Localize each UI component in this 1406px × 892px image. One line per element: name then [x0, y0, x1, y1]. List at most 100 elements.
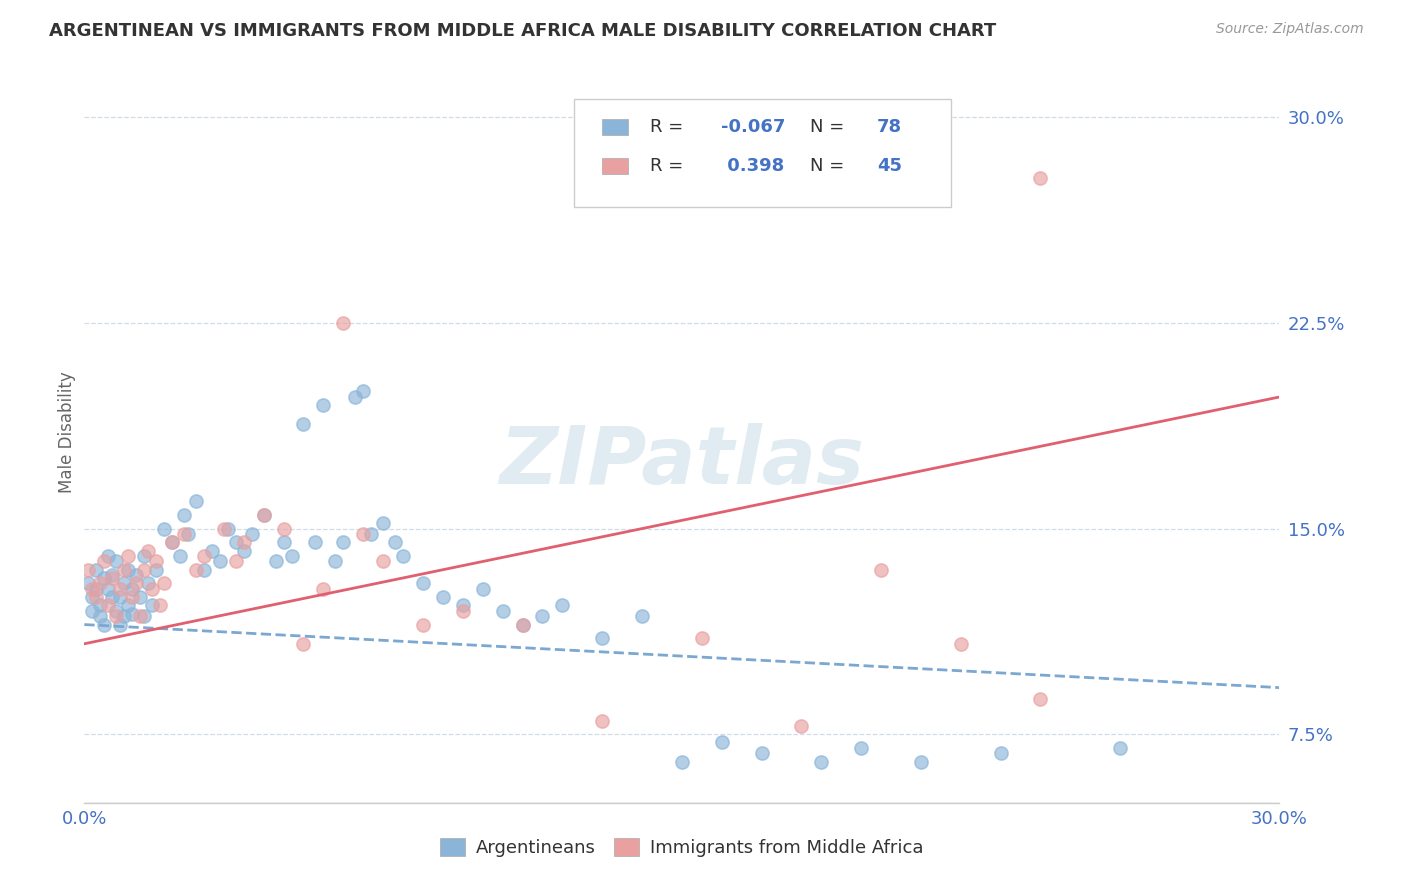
Point	[110, 590, 132, 604]
Point	[93, 571, 115, 585]
Point	[101, 568, 124, 582]
Point	[451, 604, 474, 618]
Point	[531, 609, 554, 624]
Point	[671, 755, 693, 769]
Point	[97, 599, 120, 613]
Point	[177, 527, 200, 541]
Point	[173, 527, 195, 541]
Point	[949, 637, 972, 651]
Point	[82, 582, 104, 596]
Point	[212, 522, 235, 536]
Point	[451, 599, 474, 613]
Point	[193, 563, 215, 577]
Point	[121, 607, 143, 621]
Point	[332, 316, 354, 330]
Point	[312, 582, 335, 596]
Text: 0.398: 0.398	[721, 157, 785, 175]
Point	[184, 563, 207, 577]
Point	[264, 554, 287, 568]
Point	[851, 741, 873, 756]
Text: -0.067: -0.067	[721, 118, 786, 136]
Point	[132, 549, 156, 563]
FancyBboxPatch shape	[575, 99, 950, 207]
Point	[292, 637, 315, 651]
Point	[184, 494, 207, 508]
Point	[77, 576, 100, 591]
Point	[352, 527, 374, 541]
Point	[280, 549, 302, 563]
Point	[89, 576, 111, 591]
Point	[86, 582, 108, 596]
Point	[412, 576, 434, 591]
Point	[112, 563, 135, 577]
Point	[273, 522, 295, 536]
Point	[1109, 741, 1132, 756]
Point	[93, 554, 115, 568]
Point	[751, 747, 773, 761]
Point	[173, 508, 195, 522]
Point	[82, 590, 104, 604]
Text: ZIPatlas: ZIPatlas	[499, 423, 865, 501]
Point	[1029, 170, 1052, 185]
Point	[160, 535, 183, 549]
Text: N =: N =	[810, 157, 849, 175]
Point	[373, 554, 395, 568]
Point	[810, 755, 832, 769]
Point	[325, 554, 347, 568]
Text: N =: N =	[810, 118, 849, 136]
Point	[97, 549, 120, 563]
Point	[101, 571, 124, 585]
Point	[105, 554, 128, 568]
Point	[129, 609, 152, 624]
Point	[112, 609, 135, 624]
Point	[169, 549, 191, 563]
Point	[193, 549, 215, 563]
Point	[117, 549, 139, 563]
Point	[412, 617, 434, 632]
Point	[591, 714, 613, 728]
Point	[432, 590, 454, 604]
Point	[121, 582, 143, 596]
Point	[373, 516, 395, 530]
Legend: Argentineans, Immigrants from Middle Africa: Argentineans, Immigrants from Middle Afr…	[433, 830, 931, 864]
Point	[312, 398, 335, 412]
Point	[145, 554, 167, 568]
Point	[86, 590, 108, 604]
Point	[384, 535, 406, 549]
Text: R =: R =	[650, 118, 689, 136]
Point	[110, 617, 132, 632]
Point	[121, 590, 143, 604]
Point	[352, 384, 374, 399]
Point	[492, 604, 515, 618]
Text: 45: 45	[877, 157, 901, 175]
Y-axis label: Male Disability: Male Disability	[58, 372, 76, 493]
Point	[225, 535, 247, 549]
Text: R =: R =	[650, 157, 689, 175]
Point	[292, 417, 315, 432]
Point	[591, 632, 613, 646]
Point	[136, 543, 159, 558]
Text: Source: ZipAtlas.com: Source: ZipAtlas.com	[1216, 22, 1364, 37]
Point	[232, 535, 254, 549]
Point	[149, 599, 172, 613]
Point	[870, 563, 893, 577]
Point	[82, 604, 104, 618]
Point	[253, 508, 276, 522]
Point	[217, 522, 239, 536]
Point	[201, 543, 224, 558]
Point	[110, 582, 132, 596]
Point	[105, 609, 128, 624]
Point	[141, 599, 163, 613]
Point	[253, 508, 276, 522]
Point	[232, 543, 254, 558]
Point	[273, 535, 295, 549]
Point	[225, 554, 247, 568]
Point	[392, 549, 415, 563]
Point	[77, 563, 100, 577]
Point	[332, 535, 354, 549]
Point	[86, 563, 108, 577]
Point	[129, 590, 152, 604]
Bar	[602, 158, 628, 174]
Point	[153, 522, 176, 536]
Point	[240, 527, 263, 541]
